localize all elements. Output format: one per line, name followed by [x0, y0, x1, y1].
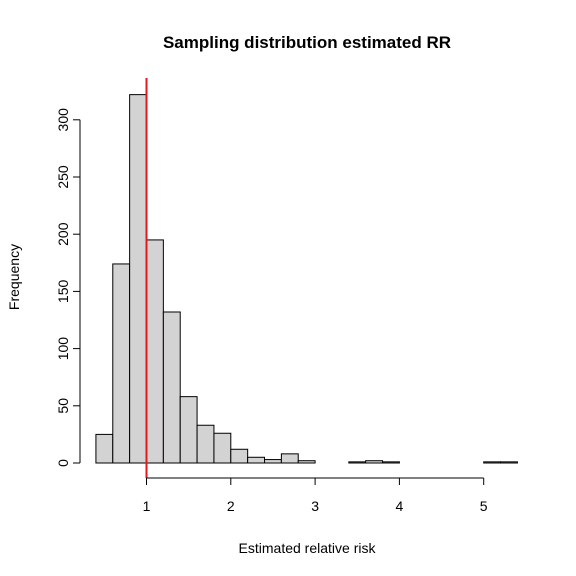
histogram-bar-8 — [230, 448, 249, 464]
x-tick-label-4: 5 — [480, 498, 488, 514]
y-tick-label-5: 250 — [55, 165, 71, 189]
y-tick-label-2: 100 — [55, 337, 71, 361]
x-axis-label: Estimated relative risk — [239, 540, 377, 556]
histogram-bar-2 — [129, 94, 147, 464]
histogram-bar-0 — [95, 433, 114, 464]
y-axis-label: Frequency — [6, 244, 22, 310]
histogram-bar-4 — [162, 311, 181, 464]
x-tick-label-0: 1 — [143, 498, 151, 514]
x-tick-label-1: 2 — [227, 498, 235, 514]
histogram-bar-24 — [500, 461, 518, 464]
histogram-bar-7 — [213, 432, 232, 464]
histogram-bar-9 — [247, 456, 266, 464]
y-tick-label-4: 200 — [55, 222, 71, 246]
histogram-bar-16 — [365, 460, 384, 464]
x-axis: 1 2 3 4 5 — [143, 477, 488, 514]
histogram-bar-5 — [179, 396, 198, 464]
histogram-bar-23 — [483, 461, 502, 464]
x-tick-label-2: 3 — [311, 498, 319, 514]
chart-title: Sampling distribution estimated RR — [163, 33, 451, 52]
y-tick-label-3: 150 — [55, 280, 71, 304]
y-tick-label-0: 0 — [55, 459, 71, 467]
histogram-bar-1 — [112, 263, 131, 464]
histogram-bar-15 — [348, 461, 367, 464]
histogram-bar-11 — [280, 453, 299, 464]
x-tick-label-3: 4 — [396, 498, 404, 514]
histogram-bar-6 — [196, 424, 215, 464]
histogram-bar-17 — [382, 461, 400, 464]
histogram-bar-3 — [146, 239, 164, 464]
y-tick-label-1: 50 — [55, 398, 71, 414]
histogram-bar-12 — [297, 460, 316, 464]
y-axis: 0 50 100 150 200 250 300 — [55, 108, 81, 467]
bars-group — [95, 94, 518, 464]
histogram-bar-10 — [264, 459, 282, 464]
y-tick-label-6: 300 — [55, 108, 71, 132]
